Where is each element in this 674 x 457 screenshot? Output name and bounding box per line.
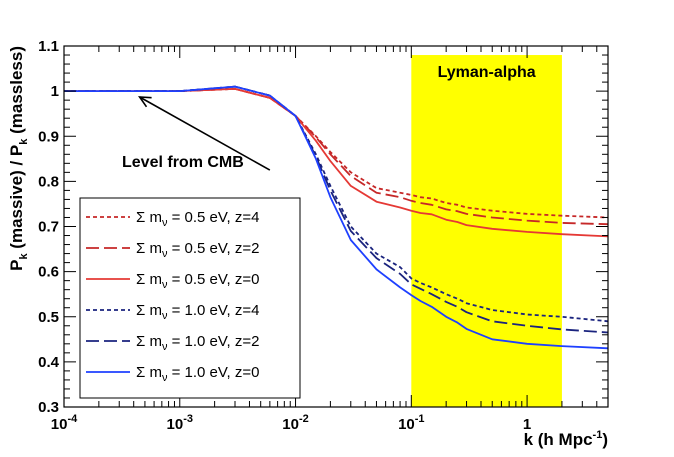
- y-tick-label: 0.9: [38, 128, 59, 145]
- x-tick-label: 10-4: [51, 413, 78, 433]
- lyman-alpha-region: [411, 55, 562, 408]
- annotation-arrowhead: [138, 96, 152, 108]
- legend-label-1: Σ mν = 0.5 eV, z=2: [136, 240, 259, 260]
- series-line-5: [64, 85, 609, 350]
- annotation-arrow: [139, 96, 271, 171]
- y-tick-label: 0.7: [38, 219, 59, 236]
- y-tick-label: 0.3: [38, 399, 59, 416]
- y-tick-label: 0.5: [38, 309, 59, 326]
- legend-box: [79, 197, 301, 399]
- y-tick-label: 0.4: [38, 354, 60, 371]
- x-tick-label: 10-3: [167, 413, 193, 433]
- legend-label-5: Σ mν = 1.0 eV, z=0: [136, 364, 259, 384]
- x-tick-label: 10-2: [282, 413, 308, 433]
- y-axis-title: Pk (massive) / Pk (massless): [7, 46, 30, 271]
- y-tick-label: 1.1: [38, 38, 59, 55]
- x-axis-title: k (h Mpc-1): [524, 429, 608, 449]
- legend-label-0: Σ mν = 0.5 eV, z=4: [136, 209, 259, 229]
- legend-label-2: Σ mν = 0.5 eV, z=0: [136, 271, 259, 291]
- y-tick-label: 1: [51, 83, 59, 100]
- series-line-2: [64, 88, 609, 238]
- y-tick-label: 0.8: [38, 173, 59, 190]
- legend-label-4: Σ mν = 1.0 eV, z=2: [136, 333, 259, 353]
- annotation-label: Level from CMB: [122, 154, 244, 171]
- x-tick-label: 10-1: [398, 413, 424, 433]
- y-tick-label: 0.6: [38, 264, 59, 281]
- lyman-alpha-label: Lyman-alpha: [438, 64, 536, 81]
- legend-label-3: Σ mν = 1.0 eV, z=4: [136, 302, 259, 322]
- x-tick-label: 1: [523, 416, 531, 433]
